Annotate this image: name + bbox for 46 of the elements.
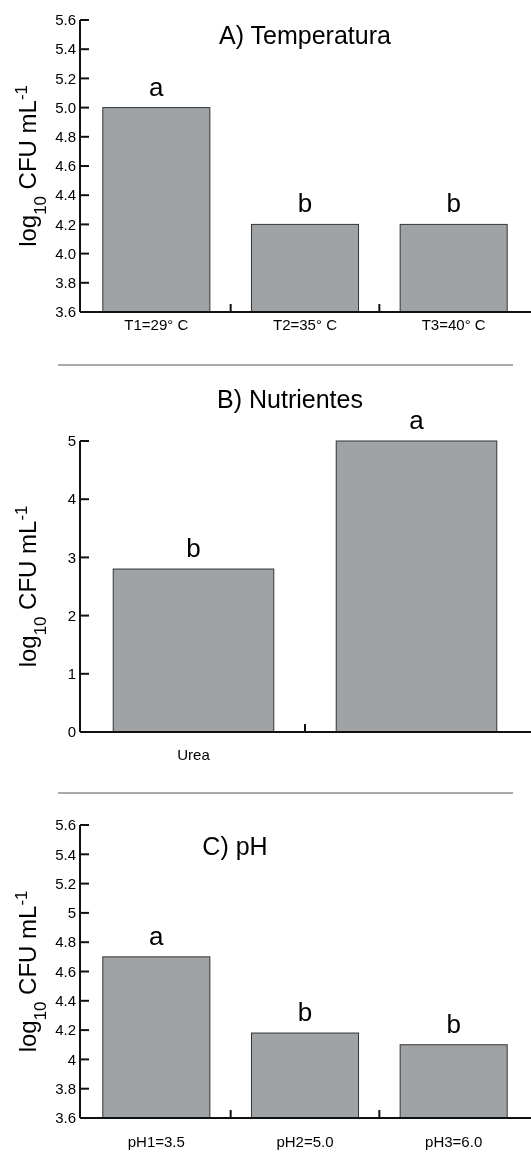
x-tick-label: T3=40° C — [421, 316, 486, 333]
y-tick-label: 4.2 — [55, 1021, 76, 1039]
y-tick-label: 4 — [67, 1050, 76, 1068]
chart-title: A) Temperatura — [219, 21, 392, 49]
x-tick-label: Urea — [177, 746, 211, 763]
x-tick-label: T1=29° C — [124, 316, 189, 333]
y-tick-label: 3.6 — [55, 1109, 76, 1127]
y-tick-label: 3.8 — [55, 1079, 76, 1097]
y-tick-label: 5 — [67, 904, 76, 922]
y-tick-label: 5.2 — [55, 874, 76, 892]
y-tick-label: 0 — [67, 723, 76, 741]
chart-title: B) Nutrientes — [217, 385, 363, 413]
y-tick-label: 4.4 — [55, 992, 76, 1010]
x-tick-label: pH1=3.5 — [127, 1133, 185, 1150]
y-tick-label: 2 — [67, 606, 76, 624]
x-tick-label: pH3=6.0 — [425, 1133, 483, 1150]
y-tick-label: 3.6 — [55, 303, 76, 321]
y-tick-label: 4.6 — [55, 157, 76, 175]
y-tick-label: 5.6 — [55, 11, 76, 29]
y-tick-label: 4.6 — [55, 962, 76, 980]
y-tick-label: 5.0 — [55, 98, 76, 116]
data-label: b — [297, 997, 313, 1028]
y-tick-label: 1 — [67, 665, 76, 683]
y-tick-label: 4.8 — [55, 933, 76, 951]
data-label: b — [186, 533, 201, 564]
y-tick-label: 4.0 — [55, 244, 76, 262]
y-tick-label: 3.8 — [55, 274, 76, 292]
y-tick-label: 4.8 — [55, 128, 76, 146]
x-tick-label: pH2=5.0 — [276, 1133, 334, 1150]
data-label: a — [149, 71, 165, 102]
y-tick-label: 4.4 — [55, 186, 76, 204]
y-tick-label: 3 — [67, 548, 76, 566]
chart-title: C) pH — [202, 832, 268, 860]
y-tick-label: 4 — [67, 490, 76, 508]
y-tick-label: 5.4 — [55, 40, 76, 58]
data-label: b — [446, 188, 461, 219]
data-label: b — [446, 1008, 461, 1039]
data-label: a — [149, 920, 165, 951]
y-tick-label: 5.6 — [55, 816, 76, 834]
y-tick-label: 5.4 — [55, 845, 76, 863]
y-tick-label: 4.2 — [55, 215, 76, 233]
y-tick-label: 5 — [67, 432, 76, 450]
x-tick-label: T2=35° C — [273, 316, 338, 333]
data-label: a — [409, 405, 425, 435]
y-tick-label: 5.2 — [55, 69, 76, 87]
data-label: b — [297, 188, 313, 219]
